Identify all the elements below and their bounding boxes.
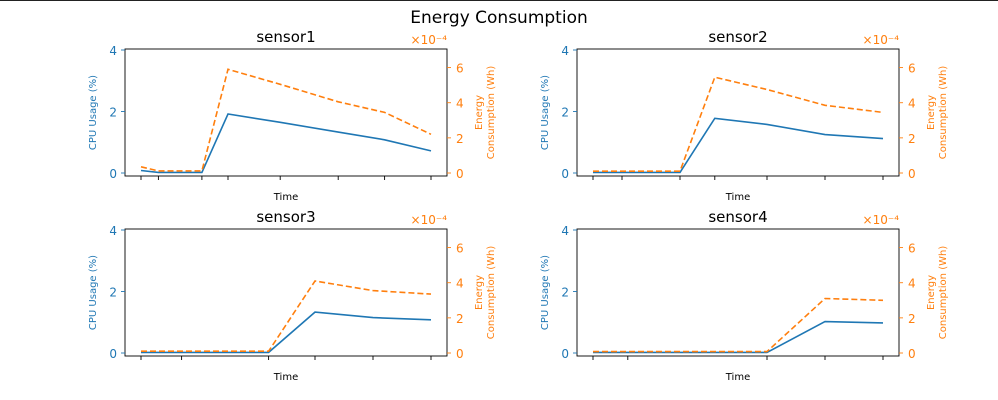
plot-frame (576, 48, 900, 177)
energy-series-line (140, 68, 432, 172)
right-y-tick-label: 6 (456, 242, 464, 256)
figure-title: Energy Consumption (410, 8, 588, 28)
energy-series-line (141, 280, 432, 353)
right-y-axis-label: EnergyConsumption (Wh) (474, 246, 497, 340)
left-y-tick-label: 0 (561, 167, 569, 181)
right-y-tick-label: 6 (456, 62, 464, 76)
right-y-tick-label: 2 (456, 132, 464, 146)
right-y-tick-label: 4 (456, 277, 464, 291)
right-y-axis-label: EnergyConsumption (Wh) (926, 66, 949, 160)
plot-frame (124, 48, 448, 177)
right-y-scale-label: ×10⁻⁴ (863, 33, 900, 47)
right-y-axis-label-line: Energy (926, 275, 937, 310)
left-y-tick-label: 4 (561, 224, 569, 238)
right-y-tick-label: 0 (908, 347, 916, 361)
left-y-tick-label: 2 (561, 106, 569, 120)
right-y-tick-label: 4 (908, 277, 916, 291)
panel-sensor3: sensor3 Time 0 2 4 CPU Usage (%) 0 2 4 6 ×10⁻⁴ Ener… (88, 208, 497, 383)
right-y-axis-label-line: Consumption (Wh) (938, 66, 949, 160)
right-y-scale-label: ×10⁻⁴ (411, 213, 448, 227)
left-y-axis-label: CPU Usage (%) (540, 75, 551, 150)
plot-frame (576, 228, 900, 357)
left-y-tick-label: 2 (109, 106, 117, 120)
left-y-tick-label: 0 (109, 347, 117, 361)
panel-sensor4: sensor4 Time 0 2 4 CPU Usage (%) 0 2 4 6 ×10⁻⁴ Ener… (540, 208, 949, 383)
right-y-axis-label-line: Consumption (Wh) (486, 66, 497, 160)
right-y-axis-label-line: Consumption (Wh) (938, 246, 949, 340)
right-y-axis-label: EnergyConsumption (Wh) (926, 246, 949, 340)
panel-sensor2: sensor2 Time 0 2 4 CPU Usage (%) 0 2 4 6 ×10⁻⁴ Ener… (540, 28, 949, 203)
right-y-scale-label: ×10⁻⁴ (411, 33, 448, 47)
panel-title: sensor1 (256, 28, 315, 46)
right-y-scale-label: ×10⁻⁴ (863, 213, 900, 227)
x-axis-label: Time (725, 192, 750, 203)
right-y-axis-label-line: Energy (926, 95, 937, 130)
right-y-tick-label: 6 (908, 62, 916, 76)
left-y-tick-label: 2 (561, 286, 569, 300)
cpu-series-line (140, 113, 432, 174)
energy-series-line (593, 297, 884, 353)
left-y-tick-label: 4 (109, 44, 117, 58)
top-rule (0, 0, 998, 1)
left-y-axis-label: CPU Usage (%) (88, 75, 99, 150)
left-y-tick-label: 4 (561, 44, 569, 58)
panel-title: sensor2 (708, 28, 767, 46)
energy-series-line (593, 76, 884, 172)
panel-sensor1: sensor1 Time 0 2 4 CPU Usage (%) 0 2 4 6 ×10⁻⁴ Ener… (88, 28, 497, 203)
right-y-tick-label: 2 (456, 312, 464, 326)
x-axis-label: Time (725, 372, 750, 383)
x-axis-label: Time (273, 192, 298, 203)
left-y-tick-label: 2 (109, 286, 117, 300)
right-y-tick-label: 2 (908, 132, 916, 146)
panel-title: sensor3 (256, 208, 315, 226)
left-y-axis-label: CPU Usage (%) (88, 255, 99, 330)
left-y-tick-label: 0 (561, 347, 569, 361)
left-y-axis-label: CPU Usage (%) (540, 255, 551, 330)
left-y-tick-label: 4 (109, 224, 117, 238)
cpu-series-line (593, 320, 884, 354)
right-y-tick-label: 0 (908, 167, 916, 181)
right-y-tick-label: 0 (456, 347, 464, 361)
cpu-series-line (141, 311, 432, 354)
cpu-series-line (593, 117, 884, 174)
right-y-axis-label: EnergyConsumption (Wh) (474, 66, 497, 160)
right-y-axis-label-line: Energy (474, 95, 485, 130)
right-y-tick-label: 4 (456, 97, 464, 111)
panel-title: sensor4 (708, 208, 767, 226)
right-y-tick-label: 6 (908, 242, 916, 256)
sensor-panels: sensor1 Time 0 2 4 CPU Usage (%) 0 2 4 6 ×10⁻⁴ Ener… (88, 28, 949, 383)
right-y-tick-label: 2 (908, 312, 916, 326)
left-y-tick-label: 0 (109, 167, 117, 181)
x-axis-label: Time (273, 372, 298, 383)
right-y-axis-label-line: Energy (474, 275, 485, 310)
plot-frame (124, 228, 448, 357)
right-y-tick-label: 4 (908, 97, 916, 111)
right-y-tick-label: 0 (456, 167, 464, 181)
right-y-axis-label-line: Consumption (Wh) (486, 246, 497, 340)
